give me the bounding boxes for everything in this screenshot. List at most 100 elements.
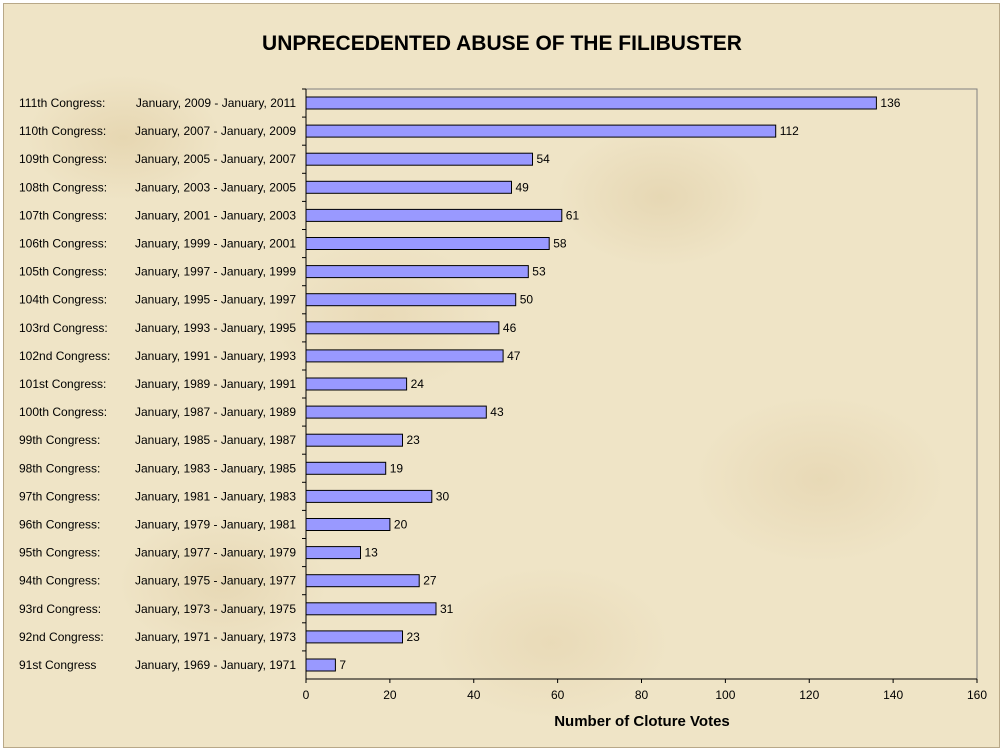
category-label-congress: 106th Congress:: [19, 237, 107, 251]
category-label-congress: 98th Congress:: [19, 461, 100, 475]
category-label-dates: January, 1981 - January, 1983: [135, 489, 296, 503]
bar: [305, 180, 512, 194]
data-label: 13: [365, 546, 379, 560]
bar: [305, 602, 437, 616]
category-label-congress: 94th Congress:: [19, 574, 100, 588]
bar: [305, 152, 533, 166]
x-axis: 0 20 40 60 80 100 120 140 160: [303, 89, 987, 702]
data-label: 19: [390, 461, 404, 475]
data-label: 23: [407, 433, 421, 447]
bar: [305, 208, 563, 222]
data-label: 43: [490, 405, 504, 419]
data-label: 53: [532, 265, 546, 279]
category-label-congress: 96th Congress:: [19, 518, 100, 532]
bar: [305, 124, 777, 138]
bars-layer: 1361125449615853504647244323193020132731…: [305, 96, 901, 672]
category-label-dates: January, 1971 - January, 1973: [135, 630, 296, 644]
bar: [305, 96, 877, 110]
category-label-congress: 104th Congress:: [19, 293, 107, 307]
x-axis-title: Number of Cloture Votes: [554, 713, 730, 730]
bar: [305, 489, 433, 503]
data-label: 31: [440, 602, 454, 616]
bar: [305, 349, 504, 363]
x-tick-label: 140: [883, 688, 903, 702]
bar: [305, 461, 387, 475]
data-label: 47: [507, 349, 521, 363]
category-label-dates: January, 1997 - January, 1999: [135, 265, 296, 279]
data-label: 136: [880, 96, 900, 110]
x-tick-label: 20: [383, 688, 397, 702]
data-label: 46: [503, 321, 517, 335]
x-tick-label: 40: [467, 688, 481, 702]
chart-area: UNPRECEDENTED ABUSE OF THE FILIBUSTER 13…: [3, 3, 1000, 748]
bar: [305, 293, 517, 307]
category-label-dates: January, 1999 - January, 2001: [135, 237, 296, 251]
data-label: 23: [407, 630, 421, 644]
data-label: 112: [780, 124, 799, 138]
x-tick-label: 80: [635, 688, 649, 702]
x-tick-label: 0: [303, 688, 310, 702]
data-label: 27: [423, 574, 437, 588]
bar: [305, 321, 500, 335]
chart-title: UNPRECEDENTED ABUSE OF THE FILIBUSTER: [262, 32, 742, 55]
bar: [305, 630, 403, 644]
data-label: 61: [566, 208, 580, 222]
data-label: 49: [516, 180, 530, 194]
category-label-congress: 108th Congress:: [19, 180, 107, 194]
category-label-dates: January, 1989 - January, 1991: [135, 377, 296, 391]
category-label-dates: January, 1969 - January, 1971: [135, 658, 296, 672]
bar: [305, 574, 420, 588]
data-label: 54: [537, 152, 551, 166]
data-label: 50: [520, 293, 534, 307]
category-label-congress: 92nd Congress:: [19, 630, 104, 644]
x-tick-label: 160: [967, 688, 987, 702]
category-label-congress: 109th Congress:: [19, 152, 107, 166]
x-tick-label: 100: [715, 688, 735, 702]
category-label-dates: January, 2009 - January, 2011: [136, 96, 296, 110]
category-label-dates: January, 2003 - January, 2005: [135, 180, 296, 194]
data-label: 24: [411, 377, 425, 391]
category-label-congress: 107th Congress:: [19, 208, 107, 222]
bar: [305, 377, 408, 391]
bar: [305, 405, 487, 419]
category-label-dates: January, 1977 - January, 1979: [135, 546, 296, 560]
category-label-congress: 95th Congress:: [19, 546, 100, 560]
category-label-dates: January, 1975 - January, 1977: [135, 574, 296, 588]
bar: [305, 518, 391, 531]
x-tick-label: 60: [551, 688, 565, 702]
category-label-congress: 93rd Congress:: [19, 602, 101, 616]
category-label-congress: 111th Congress:: [19, 96, 105, 110]
bar: [305, 433, 403, 447]
category-label-congress: 110th Congress:: [19, 124, 106, 138]
category-label-congress: 101st Congress:: [19, 377, 106, 391]
x-tick-label: 120: [799, 688, 819, 702]
category-label-congress: 103rd Congress:: [19, 321, 108, 335]
category-label-congress: 105th Congress:: [19, 265, 107, 279]
category-label-congress: 102nd Congress:: [19, 349, 110, 363]
category-label-dates: January, 1987 - January, 1989: [135, 405, 296, 419]
category-label-dates: January, 1995 - January, 1997: [135, 293, 296, 307]
bar: [305, 237, 550, 250]
category-label-congress: 97th Congress:: [19, 489, 100, 503]
category-label-dates: January, 1973 - January, 1975: [135, 602, 296, 616]
category-label-congress: 100th Congress:: [19, 405, 107, 419]
category-label-dates: January, 2001 - January, 2003: [135, 208, 296, 222]
category-label-dates: January, 1993 - January, 1995: [135, 321, 296, 335]
category-label-congress: 99th Congress:: [19, 433, 100, 447]
category-label-dates: January, 1985 - January, 1987: [135, 433, 296, 447]
category-labels: 111th Congress: January, 2009 - January, …: [19, 88, 306, 672]
category-label-dates: January, 2005 - January, 2007: [135, 152, 296, 166]
category-label-dates: January, 1983 - January, 1985: [135, 461, 296, 475]
bar: [305, 265, 529, 279]
data-label: 30: [436, 489, 450, 503]
category-label-dates: January, 1979 - January, 1981: [135, 518, 296, 532]
data-label: 7: [339, 658, 346, 672]
category-label-dates: January, 1991 - January, 1993: [135, 349, 296, 363]
bar-chart: UNPRECEDENTED ABUSE OF THE FILIBUSTER 13…: [19, 32, 987, 730]
data-label: 20: [394, 518, 408, 532]
bar: [305, 658, 336, 672]
category-label-dates: January, 2007 - January, 2009: [135, 124, 296, 138]
bar: [305, 546, 361, 560]
data-label: 58: [553, 237, 567, 251]
category-label-congress: 91st Congress: [19, 658, 96, 672]
